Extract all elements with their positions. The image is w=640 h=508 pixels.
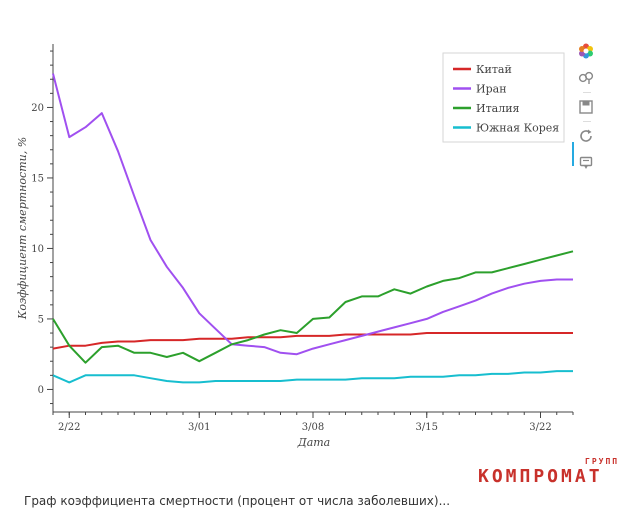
- logo-group-text: ГРУПП: [585, 457, 620, 466]
- bokeh-logo-icon[interactable]: [577, 42, 595, 60]
- legend-label: Китай: [476, 63, 512, 76]
- hover-tool-icon[interactable]: [577, 154, 595, 172]
- pan-tool-icon[interactable]: [577, 69, 595, 87]
- x-tick-label: 3/01: [188, 422, 210, 433]
- x-tick-label: 3/15: [416, 422, 438, 433]
- toolbar-separator: [583, 121, 591, 122]
- series-line: [52, 332, 573, 350]
- save-icon[interactable]: [577, 98, 595, 116]
- kompromat-logo: ГРУПП КОМПРОМАТ: [478, 457, 617, 487]
- y-tick-label: 15: [31, 173, 44, 184]
- active-tool-indicator: [572, 142, 574, 166]
- legend-label: Южная Корея: [476, 122, 559, 135]
- chart-toolbar: [576, 42, 598, 181]
- x-tick-label: 2/22: [58, 422, 80, 433]
- series-line: [52, 250, 574, 364]
- toolbar-separator: [583, 92, 591, 93]
- y-tick-label: 20: [31, 103, 44, 114]
- reset-icon[interactable]: [577, 127, 595, 145]
- figure-caption: Граф коэффициента смертности (процент от…: [24, 494, 451, 508]
- x-axis-title: Дата: [297, 436, 331, 449]
- legend: Китай Иран Италия Южная Корея: [442, 52, 565, 143]
- legend-label: Иран: [476, 83, 507, 96]
- legend-label: Италия: [476, 102, 520, 115]
- x-tick-label: 3/08: [302, 422, 324, 433]
- series-line: [52, 370, 573, 384]
- y-tick-label: 0: [38, 385, 44, 396]
- series-lines: [52, 73, 574, 384]
- y-axis-title: Коэффициент смертности, %: [16, 137, 29, 320]
- y-tick-label: 10: [31, 244, 44, 255]
- series-line: [52, 73, 573, 356]
- chart-axes: [47, 44, 574, 418]
- y-tick-label: 5: [38, 314, 44, 325]
- logo-main-text: КОМПРОМАТ: [478, 466, 603, 487]
- x-tick-label: 3/22: [529, 422, 551, 433]
- tick-labels: 0 5 10 15 20 2/22 3/01 3/08 3/15 3/22: [31, 103, 551, 433]
